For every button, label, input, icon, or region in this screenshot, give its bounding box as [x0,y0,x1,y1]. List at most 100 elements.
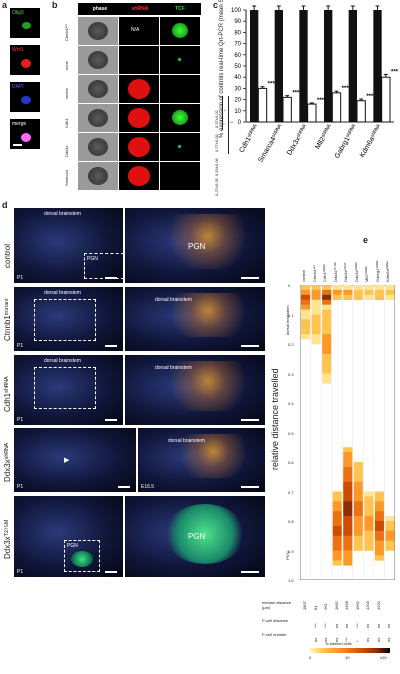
control-bar [348,10,357,122]
heatmap-cell [364,516,374,522]
heatmap-cell [374,521,384,527]
tcf-image-4 [160,133,200,161]
heatmap-cell [364,521,374,527]
heatmap-cell [364,545,374,551]
heatmap-cell [343,481,353,487]
column-label-4: Ddx3xᴳ³²⁵ᴱ [343,262,349,282]
control-bar [250,10,259,122]
median-value-0: 1807 [302,601,307,610]
knockdown-bar [331,92,342,123]
header-shrna: shRNA [131,6,149,12]
zoom-region-label: dorsal brainstem [155,297,192,303]
heatmap-cell [353,486,363,492]
heatmap-cell [374,525,384,532]
heatmap-cell [332,491,342,497]
heatmap-cell [343,540,353,546]
median-value-3: 1662 [333,601,339,610]
heatmap-cell [364,530,374,537]
category-label: Smarca4ˢʰᴿᴺᴬ [257,122,286,163]
pcell-distance-value-3: ns [333,623,339,628]
heatmap-cell [353,466,363,473]
heatmap-cell [353,525,363,532]
y-tick-label: 0.9 [288,548,294,554]
merge-label: merge [12,121,27,127]
heatmap-cell [385,545,395,551]
heatmap-cell [322,304,332,310]
median-value-7: 1552 [375,601,381,610]
heatmap-cell [322,309,332,315]
sphere [88,22,108,40]
heatmap-cell [353,294,363,301]
heatmap-cell [332,521,342,527]
tcf-signal [172,23,188,38]
heatmap-cell [364,540,374,546]
dapi-cell [21,96,31,104]
y-tick-label: 70 [234,42,241,48]
heatmap-cell [343,457,353,463]
heatmap-cell [385,535,395,541]
heatmap-cell [343,560,353,566]
section-overview-2: dorsal brainstem P1 [14,355,123,425]
heatmap-cell [374,545,384,551]
median-value-6: 1203 [365,601,371,610]
zoom-box [34,367,96,409]
heatmap-cell [385,289,395,296]
y-tick-label: 0.3 [288,371,294,377]
shrna-image-2 [119,75,159,103]
heatmap-cell [322,373,332,379]
y-tick-label: 1.0 [288,578,294,583]
heatmap-cell [343,545,353,551]
pcell-number-value-6: ns [365,637,371,642]
heatmap-cell [353,289,363,296]
panel-letter-a: a [2,0,8,10]
heatmap-cell [343,525,353,532]
heatmap-cell [311,299,321,305]
heatmap-cell [332,294,342,301]
labeled-cells [145,293,250,337]
significance-stars: *** [366,94,374,100]
heatmap-cell [374,555,384,561]
heatmap-cell [374,294,384,301]
section-zoom-0: PGN [125,208,265,283]
scale-bar [13,144,22,146]
heatmap-cell [374,496,384,502]
heatmap-cell [374,535,384,541]
heatmap-cell [301,334,311,340]
significance-stars: *** [317,98,325,104]
legend-title: % labeled cells [325,641,352,646]
heatmap-cell [374,501,384,507]
stage-label-right: E16.5 [141,484,155,490]
heatmap-cell [332,560,342,566]
box-label: PGN [67,543,78,549]
heatmap-cell [364,294,374,301]
y-tick-label: 0.7 [288,489,294,495]
tcf-image-1 [160,46,200,74]
heatmap-cell [343,462,353,468]
stage-label: P1 [17,484,24,490]
scale-bar [118,486,130,488]
value-4: 0.27±0.05 [214,178,219,196]
zoom-region-label: PGN [188,532,206,542]
section-zoom-2: dorsal brainstem [125,355,265,425]
heatmap-cell [322,299,332,305]
wnt1-image: Wnt1 [10,45,40,75]
heatmap-cell [301,329,311,335]
pcell-number-value-7: ns [375,637,381,642]
heatmap-cell [311,334,321,340]
phase-image-4 [78,133,118,161]
median-value-2: 261 [323,603,329,610]
heatmap-cell [322,344,332,350]
category-label: Mll2ˢʰᴿᴺᴬ [314,122,335,150]
gfp-signal [71,551,93,567]
labeled-cells [158,434,250,478]
legend-colorbar [310,648,390,653]
heatmap-cell [311,294,321,301]
heatmap-cell [343,555,353,561]
heatmap-cell [343,447,353,453]
section-overview-0: dorsal brainstem PGN P1 [14,208,124,283]
stat-star-1: * [224,108,226,113]
heatmap-cell [343,506,353,512]
zoom-region-label: dorsal brainstem [168,438,205,444]
legend-tick-10: 10 [345,655,350,660]
heatmap-cell [332,511,342,517]
